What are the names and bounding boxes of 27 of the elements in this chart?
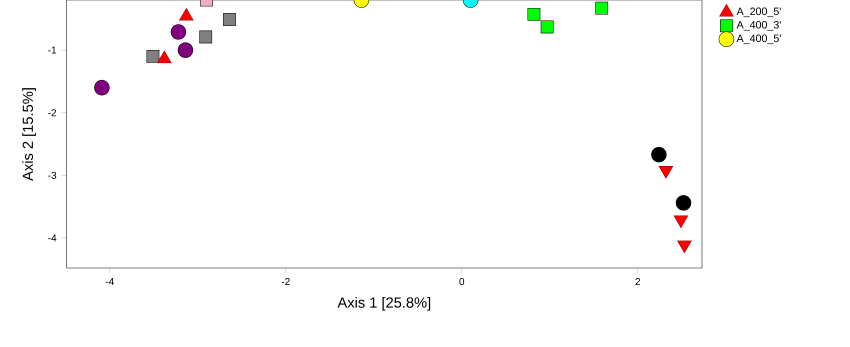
point	[170, 24, 186, 40]
y-tick-label: -3	[48, 172, 56, 179]
x-tick-label: -4	[106, 278, 114, 285]
point	[674, 216, 688, 228]
point	[658, 166, 674, 179]
y-axis-title: Axis 2 [15.5%]	[22, 88, 36, 181]
y-tick-label: -2	[48, 109, 56, 116]
point	[178, 42, 194, 58]
point	[528, 8, 540, 21]
legend-label: A_200_5'	[736, 8, 781, 18]
x-axis-title: Axis 1 [25.8%]	[337, 296, 430, 311]
y-tick-label: -4	[48, 234, 56, 242]
point	[223, 13, 236, 26]
legend-label: A_400_5'	[736, 34, 781, 44]
point	[676, 195, 692, 211]
x-tick-label: 0	[459, 278, 464, 286]
point	[595, 2, 608, 15]
point	[677, 240, 692, 254]
point	[651, 146, 667, 162]
x-tick-label: -2	[282, 278, 290, 286]
x-tick-label: 2	[635, 278, 640, 286]
point	[540, 20, 554, 34]
point	[199, 30, 212, 44]
point	[94, 80, 110, 96]
y-tick-label: -1	[48, 46, 56, 54]
point	[146, 50, 160, 63]
legend-label: A_400_3'	[736, 21, 781, 31]
